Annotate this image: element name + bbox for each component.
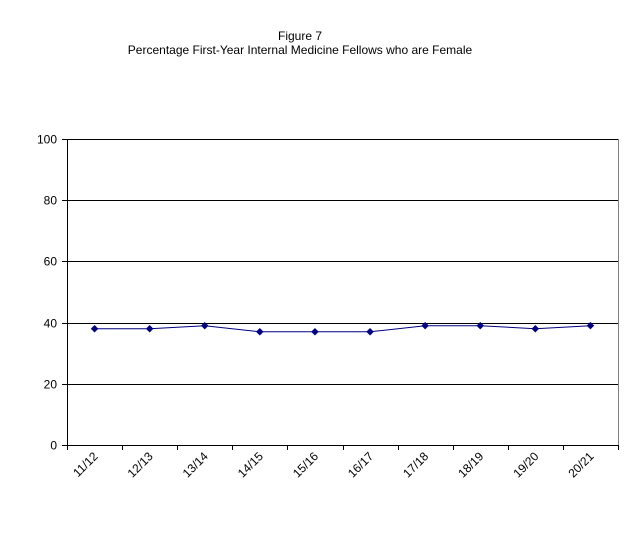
data-point-20-21 <box>586 321 595 330</box>
y-tick-label-60: 60 <box>44 255 58 269</box>
data-point-18-19 <box>476 321 485 330</box>
series <box>90 321 595 336</box>
x-tick-label-19-20: 19/20 <box>510 449 541 480</box>
y-tick-label-0: 0 <box>50 439 57 453</box>
x-tick-label-18-19: 18/19 <box>455 449 486 480</box>
x-tick-labels: 11/12 12/13 13/14 14/15 15/16 16/17 17/18 18/19… <box>70 449 597 480</box>
data-point-11-12 <box>90 324 99 333</box>
axes <box>62 139 619 450</box>
data-point-16-17 <box>366 327 374 336</box>
chart-title: Figure 7 <box>277 29 323 43</box>
data-point-19-20 <box>531 324 540 333</box>
chart-subtitle: Percentage First-Year Internal Medicine … <box>127 43 473 57</box>
x-tick-label-13-14: 13/14 <box>180 449 211 480</box>
gridlines <box>67 139 618 385</box>
series-line-0 <box>94 325 591 333</box>
data-point-17-18 <box>421 321 430 330</box>
y-tick-label-80: 80 <box>44 194 58 208</box>
x-tick-label-12-13: 12/13 <box>125 449 156 480</box>
x-tick-label-20-21: 20/21 <box>565 449 596 480</box>
y-tick-label-40: 40 <box>44 317 58 331</box>
data-point-14-15 <box>255 327 264 336</box>
x-tick-label-15-16: 15/16 <box>290 449 321 480</box>
data-point-12-13 <box>145 324 154 333</box>
y-tick-labels: 0 20 40 60 80 100 <box>37 133 57 453</box>
x-tick-label-11-12: 11/12 <box>70 449 101 480</box>
y-tick-label-20: 20 <box>44 378 58 392</box>
y-tick-label-100: 100 <box>37 133 57 147</box>
x-tick-label-16-17: 16/17 <box>345 449 376 480</box>
x-tick-label-14-15: 14/15 <box>235 449 266 480</box>
data-point-15-16 <box>311 327 319 336</box>
x-tick-label-17-18: 17/18 <box>400 449 431 480</box>
data-point-13-14 <box>200 321 209 330</box>
chart-title-block: Figure 7 Percentage First-Year Internal … <box>0 29 600 57</box>
